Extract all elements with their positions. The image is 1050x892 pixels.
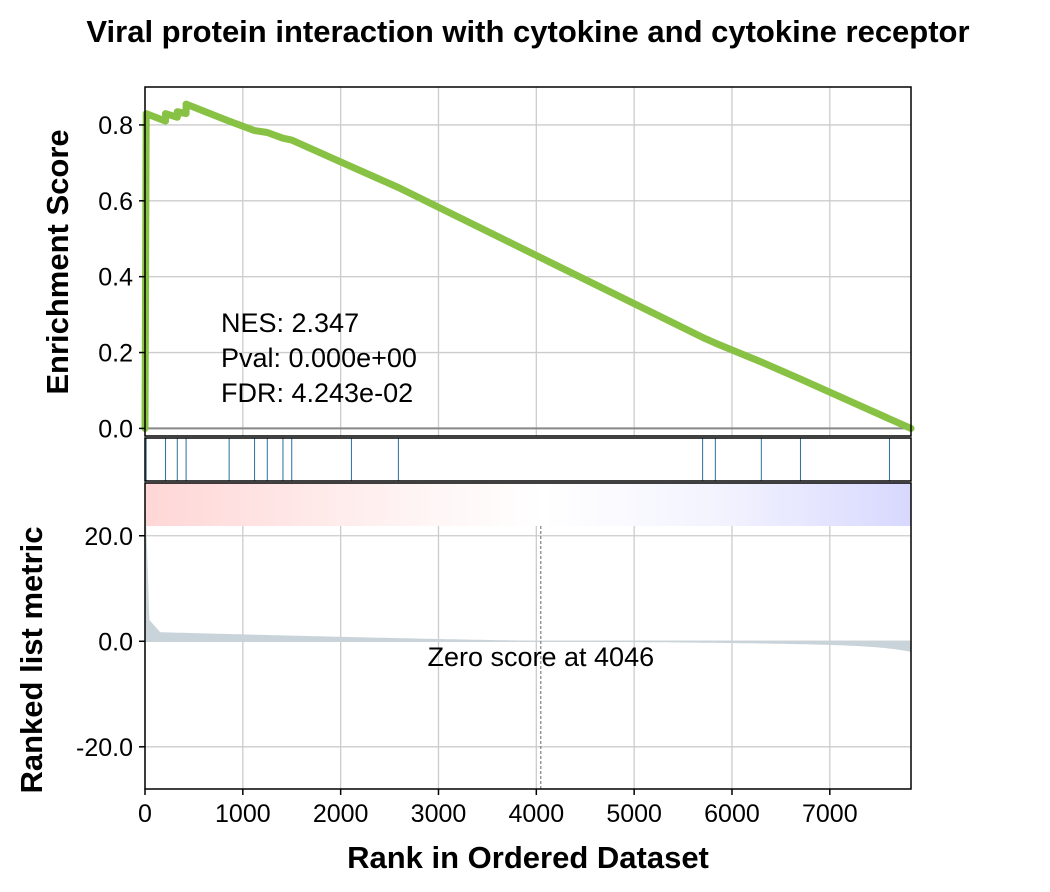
metric-y-axis-label: Ranked list metric xyxy=(14,526,49,793)
es-ytick-label-1: 0.2 xyxy=(98,340,133,368)
ranked-metric-area xyxy=(144,504,912,659)
fdr-label: FDR: 4.243e-02 xyxy=(221,378,413,408)
xtick-label-5: 5000 xyxy=(606,800,662,828)
gene-hit-ticks xyxy=(145,438,890,481)
xtick-label-6: 6000 xyxy=(704,800,760,828)
es-ytick-label-3: 0.6 xyxy=(98,188,133,216)
enrichment-score-line xyxy=(141,100,915,432)
zero-score-label: Zero score at 4046 xyxy=(427,642,654,672)
x-axis-label: Rank in Ordered Dataset xyxy=(347,840,709,875)
es-y-ticks: 0.0 0.2 0.4 0.6 0.8 xyxy=(98,112,145,443)
xtick-label-1: 1000 xyxy=(215,800,271,828)
chart-title: Viral protein interaction with cytokine … xyxy=(86,14,969,49)
pval-label: Pval: 0.000e+00 xyxy=(221,343,417,373)
es-y-axis-label: Enrichment Score xyxy=(40,129,75,394)
xtick-label-0: 0 xyxy=(138,800,152,828)
xtick-label-4: 4000 xyxy=(509,800,565,828)
xtick-label-3: 3000 xyxy=(411,800,467,828)
xtick-label-7: 7000 xyxy=(802,800,858,828)
metric-panel-frame xyxy=(144,482,912,790)
hits-panel-frame xyxy=(144,437,912,482)
es-panel-frame xyxy=(144,86,912,437)
es-ytick-label-2: 0.4 xyxy=(98,264,133,292)
es-ytick-label-0: 0.0 xyxy=(98,415,133,443)
nes-label: NES: 2.347 xyxy=(221,308,359,338)
es-ytick-label-4: 0.8 xyxy=(98,112,133,140)
xtick-label-2: 2000 xyxy=(313,800,369,828)
rank-color-bar xyxy=(145,483,911,526)
metric-y-ticks: -20.0 0.0 20.0 xyxy=(76,523,145,762)
metric-ytick-label-0: -20.0 xyxy=(76,734,133,762)
metric-ytick-label-1: 0.0 xyxy=(98,628,133,656)
metric-ytick-label-2: 20.0 xyxy=(84,523,133,551)
x-ticks: 0 1000 2000 3000 4000 5000 6000 7000 xyxy=(138,789,858,828)
